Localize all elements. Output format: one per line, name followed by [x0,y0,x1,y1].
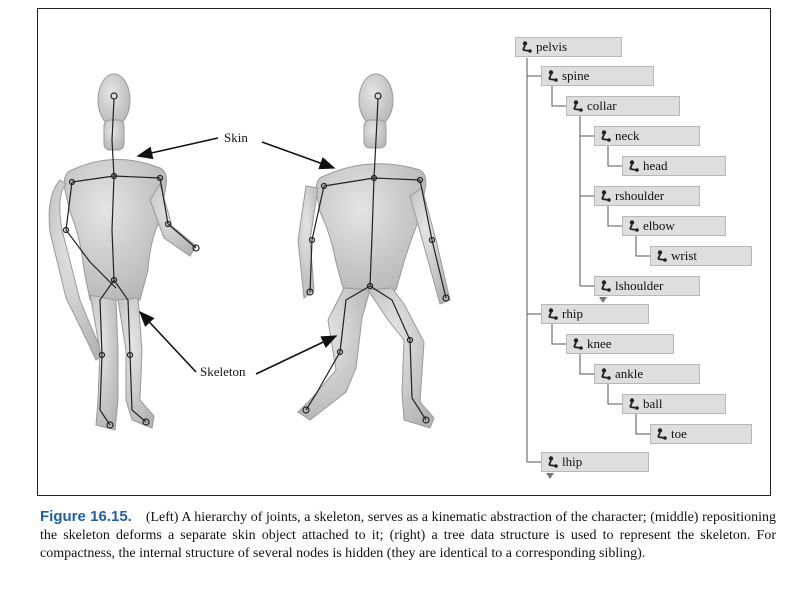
node-label: lshoulder [615,278,664,293]
tree-node-head[interactable]: head [622,156,726,176]
joint-icon [545,69,559,83]
left-character-skin [48,73,197,431]
node-label: pelvis [536,39,568,54]
node-label: lhip [562,454,583,469]
collapsed-node-markers [546,297,607,479]
joint-icon [626,397,640,411]
tree-node-collar[interactable]: collar [566,96,680,116]
skin-label: Skin [224,130,248,145]
joint-icon [545,455,559,469]
tree-node-neck[interactable]: neck [594,126,700,146]
joint-icon [570,99,584,113]
tree-node-pelvis[interactable]: pelvis [515,37,622,57]
node-label: ball [643,396,663,411]
node-label: ankle [615,366,644,381]
node-label: collar [587,98,617,113]
joint-icon [519,40,533,54]
joint-icon [654,427,668,441]
joint-icon [598,367,612,381]
collapse-triangle-icon [599,297,607,303]
node-label: neck [615,128,640,143]
node-label: head [643,158,668,173]
figure-caption: Figure 16.15. (Left) A hierarchy of joint… [40,508,776,563]
tree-node-spine[interactable]: spine [541,66,654,86]
tree-node-wrist[interactable]: wrist [650,246,752,266]
joint-icon [598,189,612,203]
collapse-triangle-icon [546,473,554,479]
tree-node-lshoulder[interactable]: lshoulder [594,276,700,296]
tree-node-rshoulder[interactable]: rshoulder [594,186,700,206]
joint-icon [626,219,640,233]
tree-node-rhip[interactable]: rhip [541,304,649,324]
tree-node-ankle[interactable]: ankle [594,364,700,384]
figure-label: Figure 16.15. [40,508,132,525]
node-label: rhip [562,306,583,321]
node-label: knee [587,336,612,351]
tree-node-knee[interactable]: knee [566,334,674,354]
skin-arrow-left [136,137,219,160]
tree-node-lhip[interactable]: lhip [541,452,649,472]
joint-icon [545,307,559,321]
node-label: wrist [671,248,697,263]
tree-node-ball[interactable]: ball [622,394,726,414]
callout-arrows [136,137,338,375]
joint-icon [570,337,584,351]
node-label: rshoulder [615,188,665,203]
left-character-skeleton [62,92,200,429]
skeleton-label: Skeleton [200,364,246,379]
node-label: spine [562,68,590,83]
tree-connectors [526,58,650,463]
joint-icon [654,249,668,263]
joint-icon [626,159,640,173]
node-label: toe [671,426,687,441]
skeleton-arrow-left [138,310,197,373]
middle-character-skeleton [302,92,450,424]
skin-arrow-right [261,141,336,170]
node-label: elbow [643,218,675,233]
middle-character-skin [297,73,451,429]
tree-node-elbow[interactable]: elbow [622,216,726,236]
figure-illustration [48,58,650,479]
skeleton-arrow-right [255,335,338,375]
caption-text: (Left) A hierarchy of joints, a skeleton… [40,510,776,561]
tree-node-toe[interactable]: toe [650,424,752,444]
joint-icon [598,279,612,293]
joint-icon [598,129,612,143]
